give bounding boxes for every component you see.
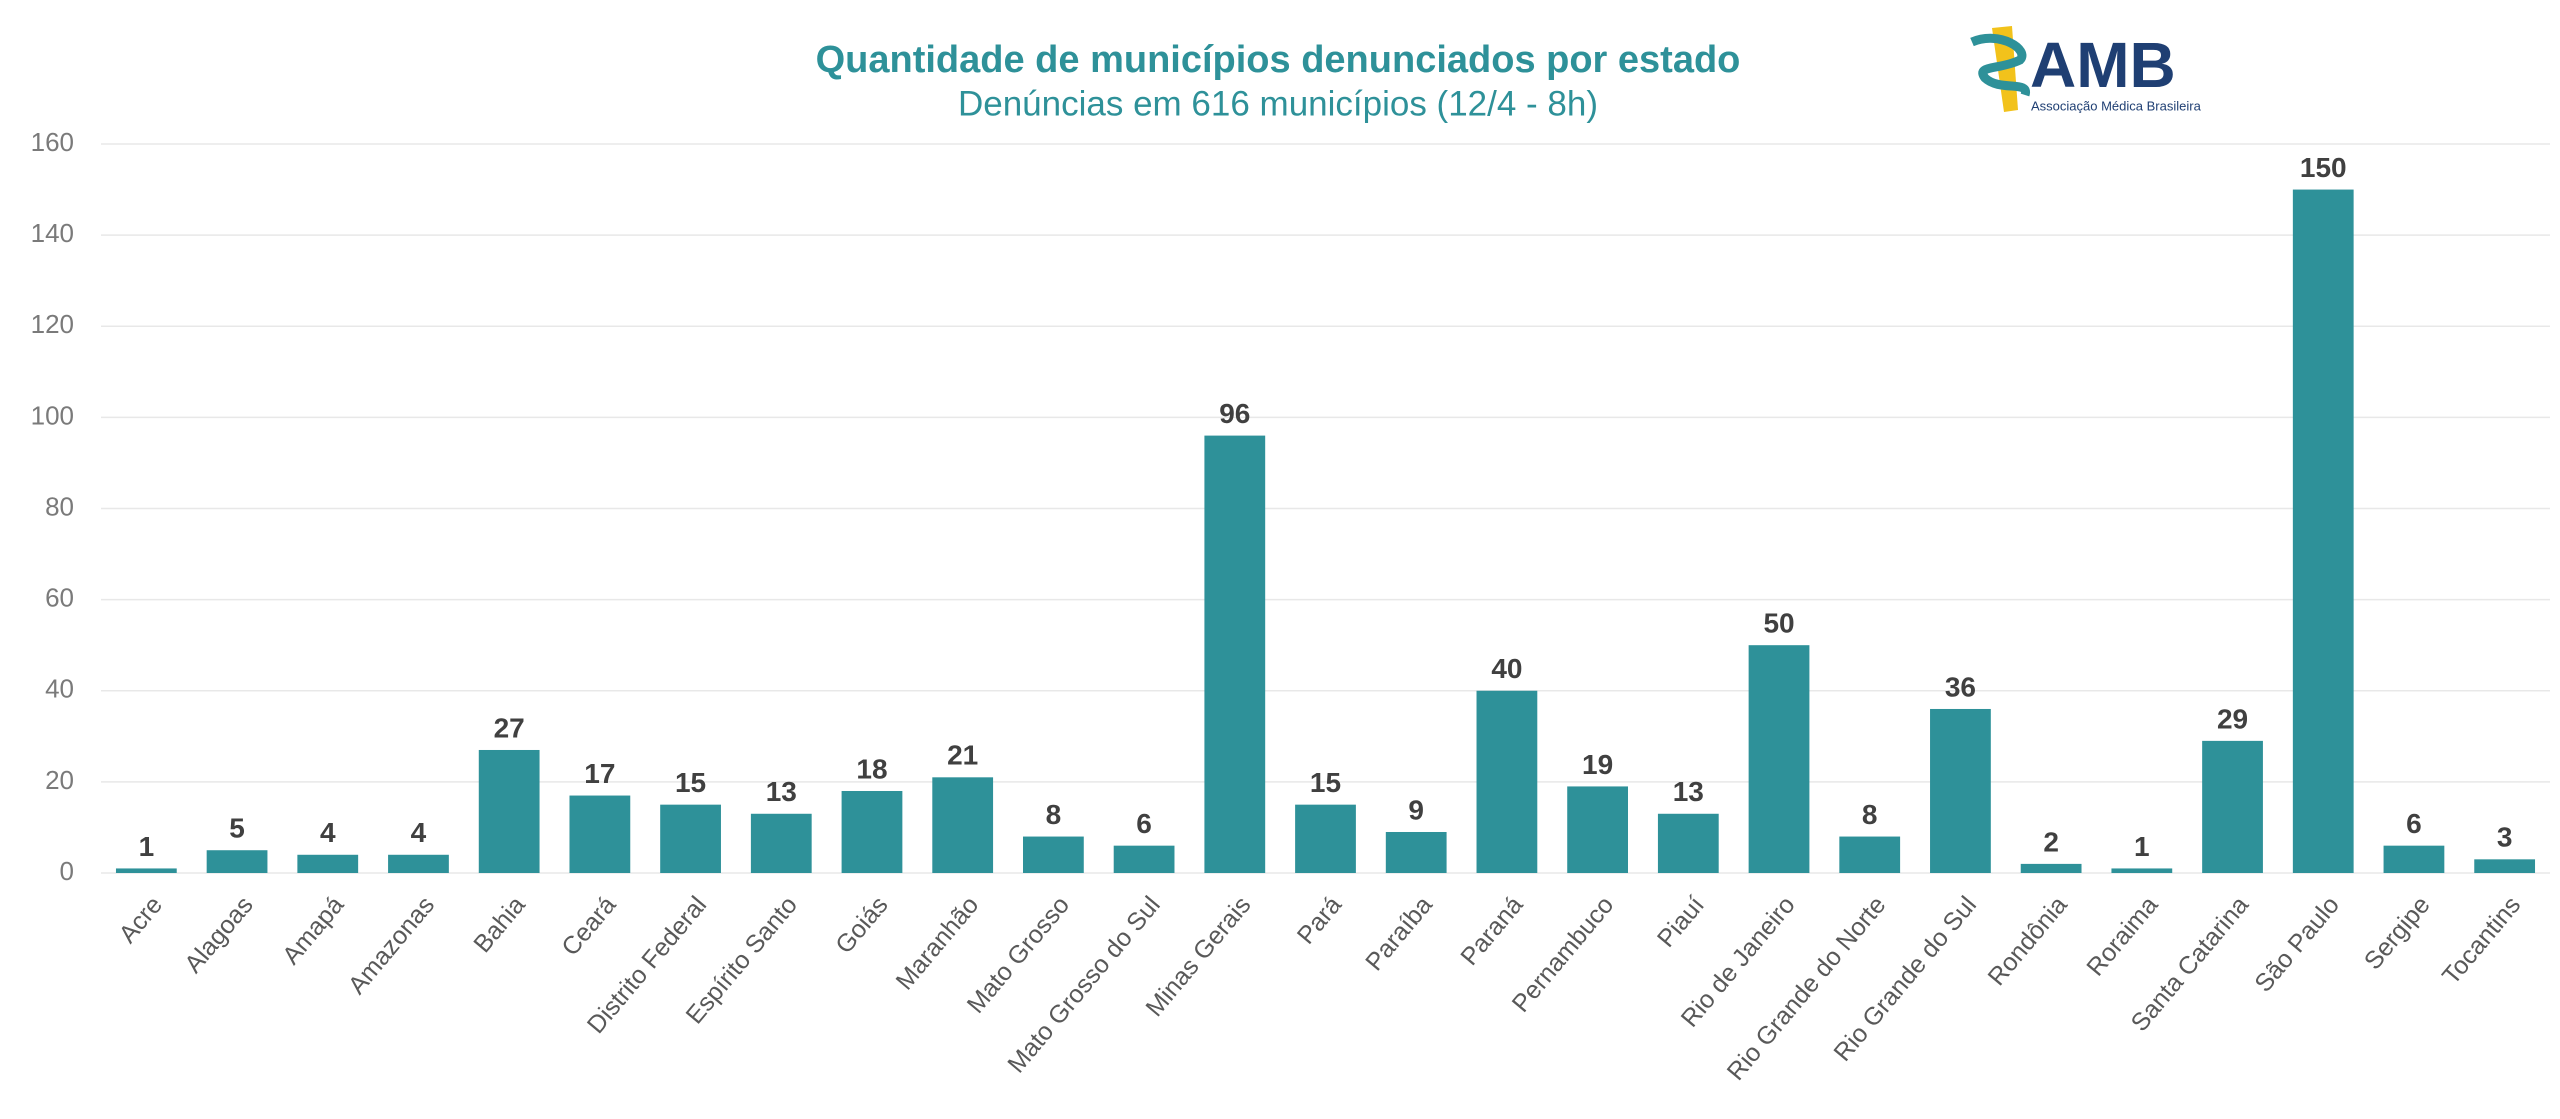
x-tick-label: Pará bbox=[1292, 891, 1347, 950]
bar bbox=[115, 868, 177, 873]
value-label: 50 bbox=[1763, 608, 1794, 639]
value-label: 13 bbox=[766, 776, 797, 807]
value-label: 4 bbox=[411, 817, 427, 848]
value-label: 40 bbox=[1491, 653, 1522, 684]
y-tick-label: 100 bbox=[31, 400, 74, 430]
value-label: 15 bbox=[675, 767, 706, 798]
y-tick-label: 140 bbox=[31, 218, 74, 248]
x-tick-label: Amapá bbox=[277, 891, 349, 970]
bar bbox=[1385, 831, 1447, 873]
y-tick-label: 20 bbox=[45, 765, 74, 795]
value-label: 8 bbox=[1046, 799, 1062, 830]
chart-title: Quantidade de municípios denunciados por… bbox=[816, 39, 1741, 81]
x-tick-label: Acre bbox=[114, 891, 168, 948]
x-tick-label: Sergipe bbox=[2359, 891, 2436, 975]
bar bbox=[478, 749, 540, 873]
x-tick-label: Alagoas bbox=[179, 891, 259, 978]
y-tick-label: 80 bbox=[45, 491, 74, 521]
bar bbox=[2111, 868, 2173, 873]
x-tick-label: São Paulo bbox=[2249, 891, 2345, 997]
bar bbox=[841, 790, 903, 873]
bar bbox=[750, 813, 812, 873]
value-label: 2 bbox=[2043, 826, 2059, 857]
value-label: 1 bbox=[2134, 831, 2150, 862]
bar bbox=[297, 854, 359, 873]
bar bbox=[1204, 435, 1266, 873]
x-tick-label: Goiás bbox=[830, 891, 893, 959]
value-label: 4 bbox=[320, 817, 336, 848]
x-tick-label: Maranhão bbox=[891, 891, 985, 995]
logo-name: AMB bbox=[2030, 29, 2176, 101]
bar bbox=[388, 854, 449, 873]
bar bbox=[1748, 645, 1810, 873]
x-tick-label: Ceará bbox=[556, 891, 621, 961]
x-tick-label: Rio Grande do Norte bbox=[1722, 891, 1892, 1086]
logo-subtitle: Associação Médica Brasileira bbox=[2031, 98, 2202, 113]
value-label: 6 bbox=[2406, 808, 2422, 839]
bar bbox=[1930, 708, 1991, 873]
bar bbox=[1839, 836, 1901, 873]
value-label: 5 bbox=[229, 813, 245, 844]
x-tick-label: Bahia bbox=[468, 891, 531, 958]
x-tick-label: Paraná bbox=[1455, 891, 1528, 971]
y-tick-label: 120 bbox=[31, 309, 74, 339]
bar bbox=[1295, 804, 1356, 873]
bar bbox=[1476, 690, 1538, 873]
value-label: 13 bbox=[1673, 776, 1704, 807]
bar bbox=[1113, 845, 1175, 873]
bar bbox=[932, 777, 994, 873]
value-label: 96 bbox=[1219, 398, 1250, 429]
y-tick-label: 0 bbox=[60, 856, 74, 886]
value-label: 9 bbox=[1408, 794, 1424, 825]
value-label: 15 bbox=[1310, 767, 1341, 798]
bar bbox=[2383, 845, 2445, 873]
bar bbox=[2202, 740, 2263, 873]
x-tick-label: Mato Grosso do Sul bbox=[1002, 891, 1165, 1078]
x-tick-label: Rondônia bbox=[1983, 891, 2073, 991]
bar bbox=[206, 850, 268, 873]
y-tick-label: 40 bbox=[45, 674, 74, 704]
x-tick-label: Amazonas bbox=[343, 891, 440, 999]
y-tick-label: 60 bbox=[45, 583, 74, 613]
value-label: 150 bbox=[2300, 152, 2347, 183]
x-tick-label: Roraima bbox=[2081, 891, 2163, 981]
bar bbox=[2474, 859, 2536, 873]
value-label: 6 bbox=[1136, 808, 1152, 839]
logo-serpent bbox=[1970, 33, 2030, 97]
value-label: 27 bbox=[494, 712, 525, 743]
bar bbox=[1567, 786, 1628, 873]
value-label: 8 bbox=[1862, 799, 1878, 830]
y-tick-label: 160 bbox=[31, 127, 74, 157]
bar bbox=[569, 795, 631, 873]
value-label: 1 bbox=[139, 831, 155, 862]
x-tick-label: Tocantins bbox=[2437, 891, 2526, 990]
chart-subtitle: Denúncias em 616 municípios (12/4 - 8h) bbox=[958, 84, 1598, 123]
value-label: 29 bbox=[2217, 703, 2248, 734]
bar bbox=[2292, 189, 2354, 873]
value-label: 17 bbox=[584, 758, 615, 789]
bar bbox=[1657, 813, 1719, 873]
bar bbox=[660, 804, 721, 873]
value-label: 3 bbox=[2497, 822, 2513, 853]
bar bbox=[2020, 863, 2082, 873]
x-tick-label: Paraíba bbox=[1360, 891, 1438, 976]
value-label: 36 bbox=[1945, 671, 1976, 702]
value-label: 18 bbox=[856, 753, 887, 784]
value-label: 19 bbox=[1582, 749, 1613, 780]
x-tick-label: Piauí bbox=[1652, 891, 1710, 953]
bar bbox=[1023, 836, 1084, 873]
logo: AMB Associação Médica Brasileira bbox=[1970, 26, 2202, 113]
value-label: 21 bbox=[947, 740, 978, 771]
